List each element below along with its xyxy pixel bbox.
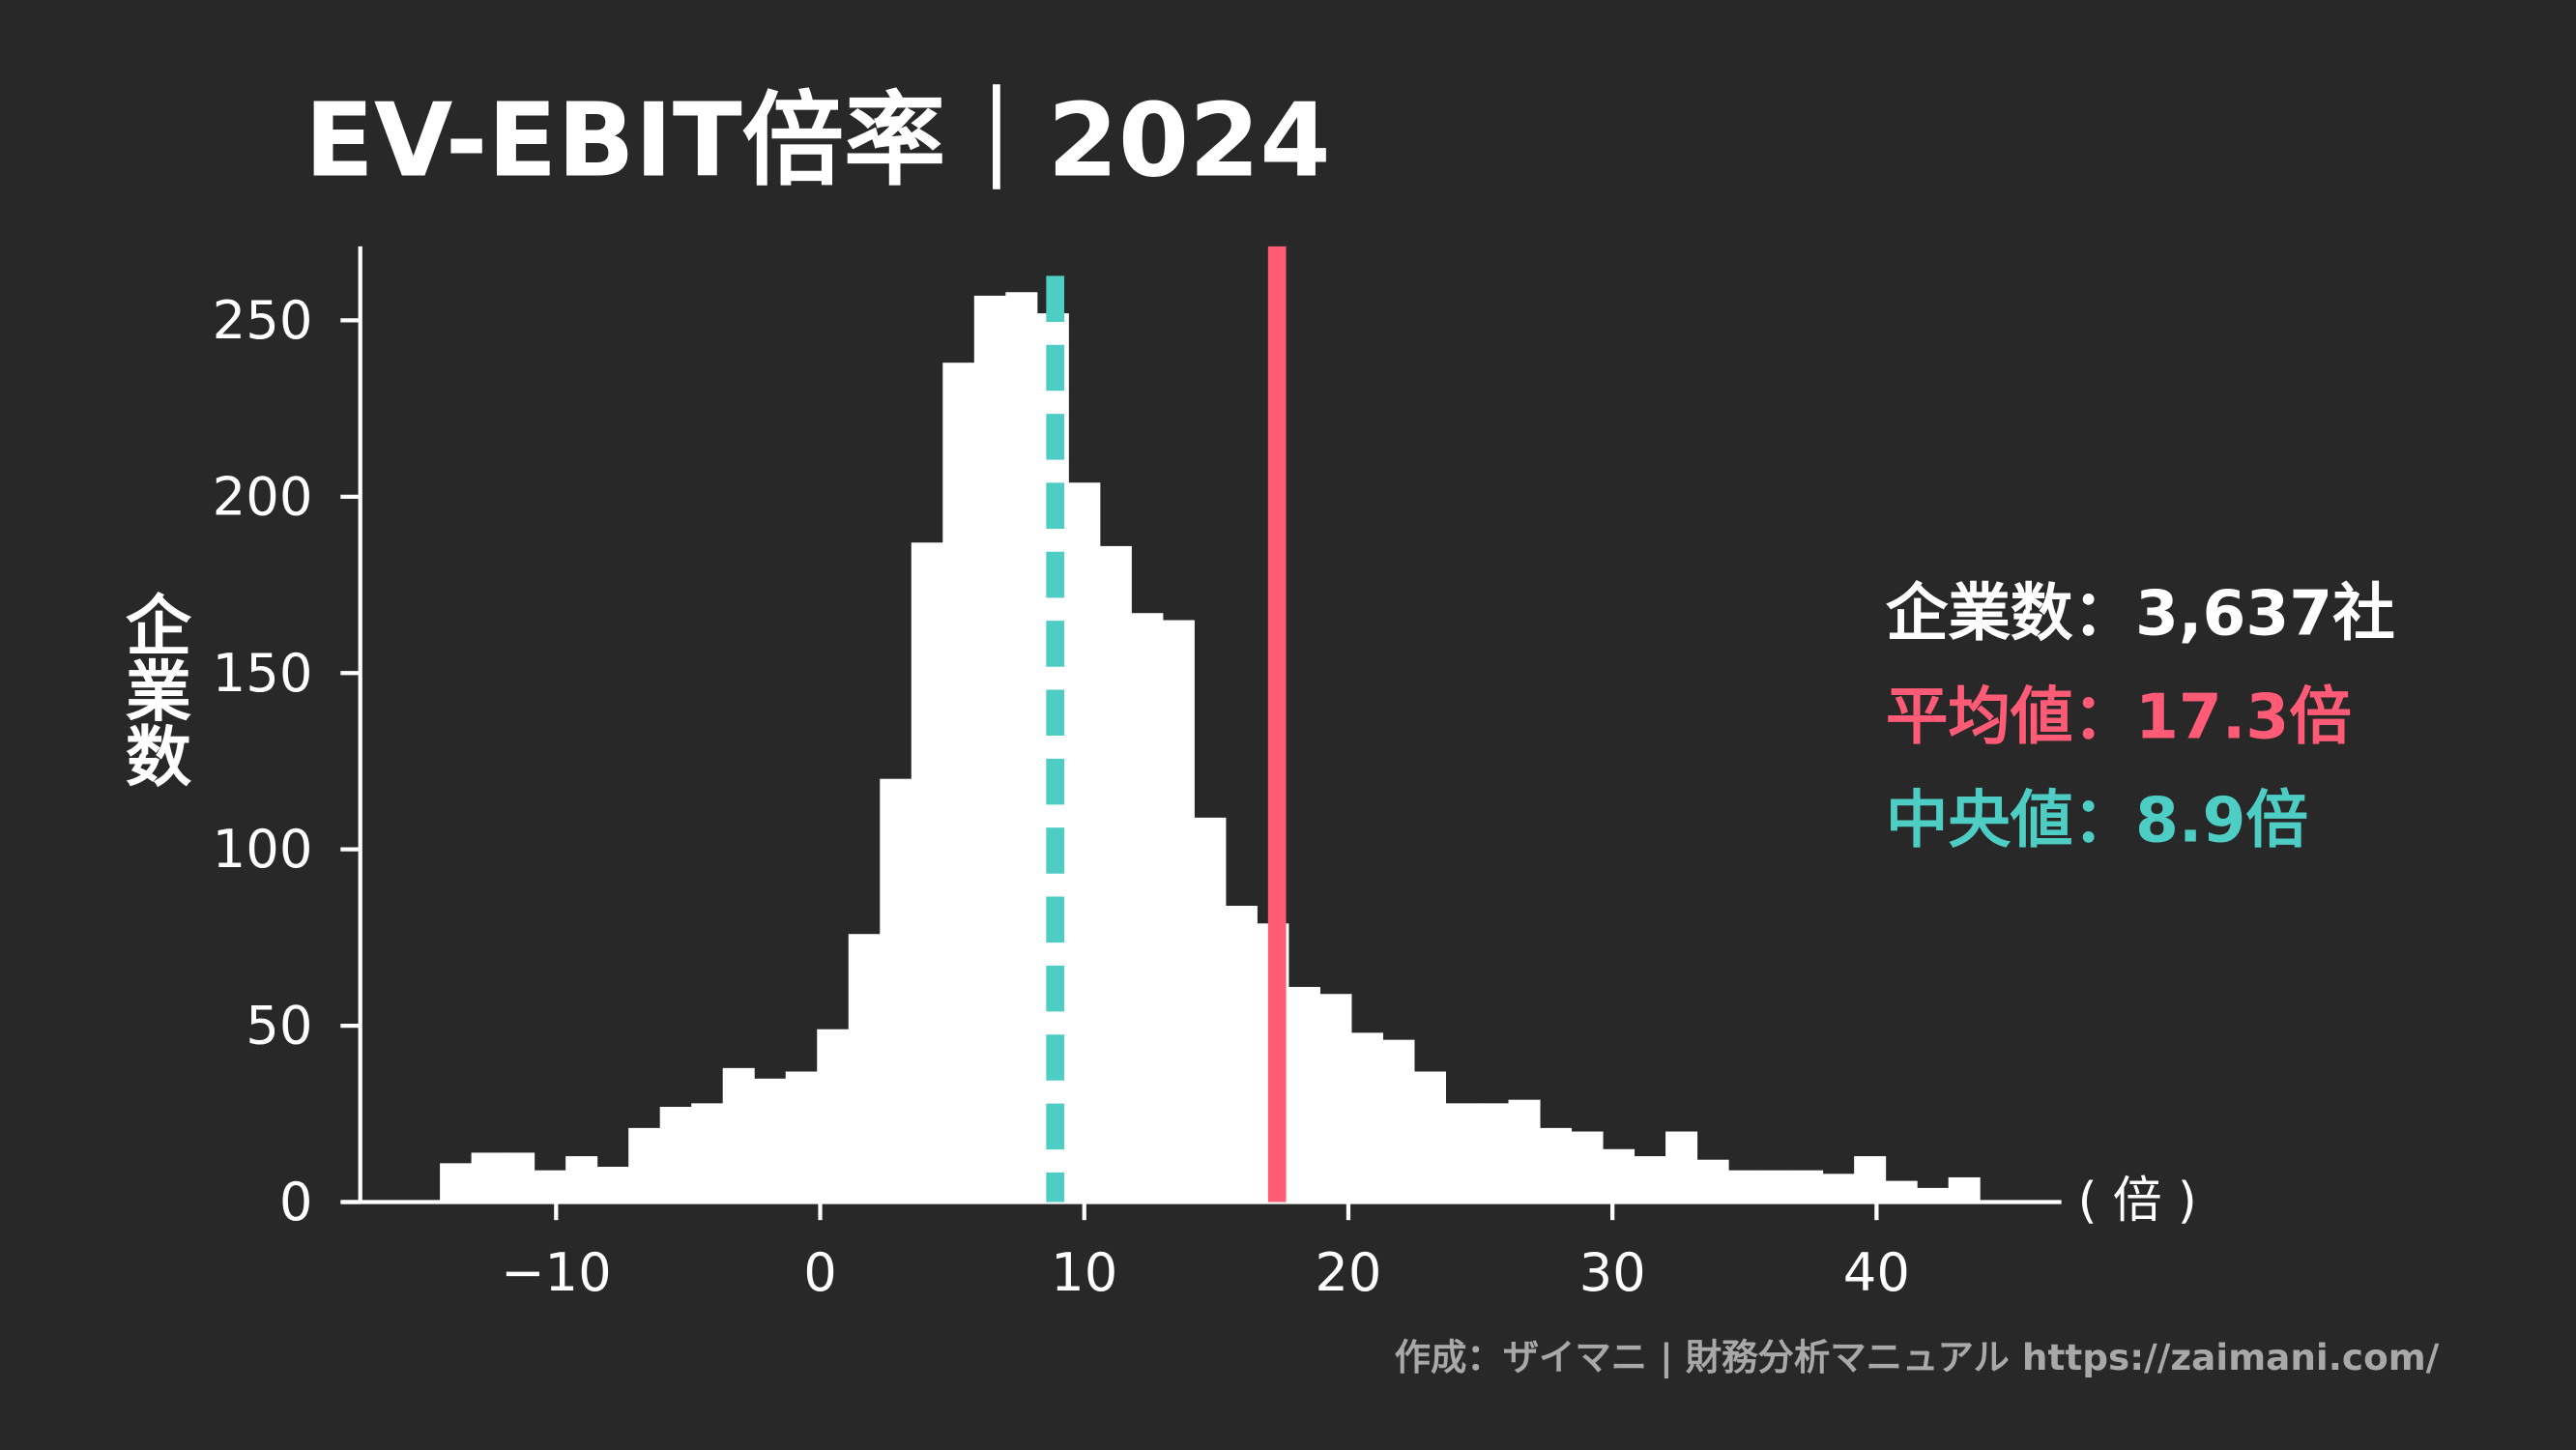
histogram-bar [1068,482,1101,1203]
histogram-bar [596,1167,629,1203]
annotation: 中央値：8.9倍 [1886,784,2308,856]
histogram-bar [942,362,975,1203]
annotation: 平均値：17.3倍 [1886,681,2352,753]
y-tick-label: 200 [213,466,313,527]
histogram-bar [1885,1180,1918,1203]
histogram-bar [1162,620,1195,1203]
histogram-bar [1005,292,1038,1203]
histogram-bar [1319,994,1352,1203]
histogram-bar [1131,613,1164,1203]
histogram-bar [754,1078,787,1203]
histogram-bar [1603,1148,1635,1203]
histogram-bar [1413,1071,1446,1203]
histogram-bar [1696,1159,1729,1203]
y-tick-label: 250 [213,290,313,351]
histogram-bar [628,1127,661,1203]
histogram-bar [722,1067,755,1203]
histogram-bar [848,934,881,1203]
histogram-bar [565,1156,598,1203]
x-tick-label: 40 [1843,1242,1910,1303]
histogram-bar [1917,1187,1950,1203]
x-tick-label: 20 [1315,1242,1381,1303]
histogram-bar [785,1071,818,1203]
histogram-bar [1791,1170,1824,1203]
histogram-bar [1822,1174,1855,1203]
x-tick-label: 30 [1579,1242,1646,1303]
histogram-bar [503,1152,535,1203]
histogram-bar [1665,1131,1698,1203]
source-note: 作成：ザイマニ | 財務分析マニュアル https://zaimani.com/ [1395,1336,2440,1379]
annotation: 企業数：3,637社 [1886,577,2395,650]
y-axis-label: 企業数 [113,591,190,788]
histogram-bar [973,295,1006,1203]
histogram-bar [1948,1176,1981,1203]
histogram-bar [1854,1156,1887,1203]
histogram-bar [817,1029,850,1203]
histogram-bar [1099,545,1132,1203]
histogram-bar [691,1103,724,1203]
histogram-bar [1350,1032,1383,1203]
histogram-bar [1540,1127,1573,1203]
x-tick-label: 10 [1051,1242,1117,1303]
histogram-bar [1225,906,1258,1203]
histogram-bar [1477,1103,1510,1203]
histogram-bar [1508,1099,1541,1203]
histogram-bar [1759,1170,1792,1203]
histogram-bar [471,1152,504,1203]
x-axis-label: ( 倍 ) [2078,1173,2197,1230]
histogram-bar [1634,1156,1666,1203]
histogram-bar [1288,986,1320,1203]
x-tick-label: 0 [803,1242,837,1303]
histogram-bar [1194,817,1227,1203]
histogram-bar [659,1106,692,1203]
histogram-bar [911,542,943,1203]
y-tick-label: 100 [213,819,313,880]
y-tick-label: 150 [213,643,313,704]
chart-title: EV-EBIT倍率｜2024 [304,81,1331,200]
histogram-bar [1382,1039,1415,1203]
y-tick-label: 50 [246,996,312,1057]
histogram-bar [440,1163,473,1203]
histogram-bar [1728,1170,1761,1203]
histogram-bar [1571,1131,1604,1203]
y-tick-label: 0 [279,1172,313,1232]
histogram-bar [880,778,912,1203]
x-tick-label: −10 [501,1242,612,1303]
histogram-bar [534,1170,566,1203]
histogram-bar [1445,1103,1478,1203]
